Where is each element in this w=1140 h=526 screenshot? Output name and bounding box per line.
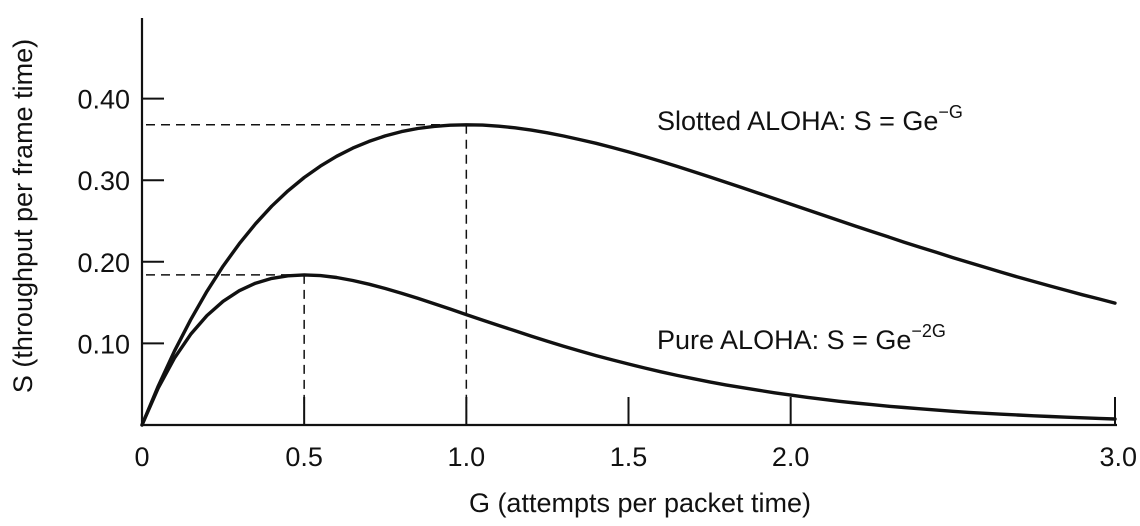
x-tick-label: 1.5 (610, 442, 648, 472)
pure-aloha-label: Pure ALOHA: S = Ge−2G (657, 321, 946, 355)
curves-group (140, 123, 1117, 427)
x-tick-label: 1.0 (448, 442, 486, 472)
pure-aloha-curve (140, 273, 1117, 427)
x-tick-label: 0.5 (285, 442, 323, 472)
slotted-aloha-curve (140, 123, 1117, 427)
x-tick-label: 2.0 (772, 442, 810, 472)
pure-aloha-label-main: Pure ALOHA: S = Ge (657, 325, 911, 355)
y-axis-title: S (throughput per frame time) (8, 39, 38, 393)
x-tick-label: 3.0 (1099, 442, 1137, 472)
slotted-aloha-label: Slotted ALOHA: S = Ge−G (657, 102, 963, 136)
x-tick-label: 0 (134, 442, 149, 472)
y-tick-label: 0.10 (77, 329, 130, 359)
y-ticks-group: 0.10 0.20 0.30 0.40 (77, 85, 164, 359)
x-ticks-group: 0 0.5 1.0 1.5 2.0 3.0 (134, 397, 1137, 472)
slotted-aloha-label-exponent: −G (938, 102, 963, 122)
y-tick-label: 0.30 (77, 166, 130, 196)
slotted-aloha-label-main: Slotted ALOHA: S = Ge (657, 106, 938, 136)
y-tick-label: 0.20 (77, 248, 130, 278)
y-tick-label: 0.40 (77, 85, 130, 115)
pure-aloha-label-exponent: −2G (911, 321, 946, 341)
x-axis-title: G (attempts per packet time) (469, 488, 811, 518)
